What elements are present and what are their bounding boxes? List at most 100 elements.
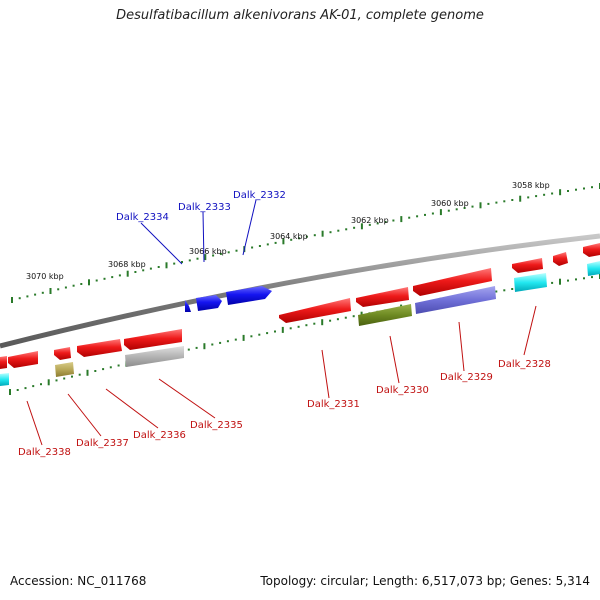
feature-khaki[interactable] <box>55 362 74 377</box>
minor-tick <box>329 319 332 322</box>
outer-tick-track <box>11 183 600 303</box>
minor-tick <box>250 335 253 338</box>
feature-gray[interactable] <box>125 346 184 367</box>
major-tick <box>321 319 324 326</box>
tick-labels: 3070 kbp 3068 kbp 3066 kbp 3064 kbp 3062… <box>26 181 550 281</box>
minor-tick <box>336 318 339 321</box>
gene-label[interactable]: Dalk_2331 <box>307 399 360 410</box>
major-tick <box>439 209 442 216</box>
minor-tick <box>219 252 222 255</box>
major-tick <box>242 334 245 341</box>
minor-tick <box>297 325 300 328</box>
gene-dalk-2329[interactable] <box>413 268 492 296</box>
gene-labels: Dalk_2334 Dalk_2333 Dalk_2332 Dalk_2331 … <box>18 190 551 458</box>
minor-tick <box>583 277 585 280</box>
minor-tick <box>447 209 450 212</box>
feature-cyan[interactable] <box>514 273 547 292</box>
tick-label: 3064 kbp <box>270 232 308 241</box>
minor-tick <box>18 297 21 300</box>
gene-label[interactable]: Dalk_2333 <box>178 202 231 213</box>
minor-tick <box>591 276 593 279</box>
tick-label: 3060 kbp <box>431 199 469 208</box>
minor-tick <box>567 190 569 192</box>
minor-tick <box>384 221 387 223</box>
minor-tick <box>313 322 316 325</box>
minor-tick <box>424 213 426 216</box>
gene-label[interactable]: Dalk_2330 <box>376 385 429 396</box>
minor-tick <box>211 343 214 346</box>
minor-tick <box>266 243 269 246</box>
major-tick <box>321 230 324 237</box>
minor-tick <box>117 364 120 367</box>
gene-label[interactable]: Dalk_2335 <box>190 420 243 431</box>
major-tick <box>479 202 482 209</box>
minor-tick <box>102 368 105 371</box>
minor-tick <box>188 259 191 262</box>
minor-tick <box>63 377 66 380</box>
minor-tick <box>551 192 554 195</box>
minor-tick <box>34 293 37 296</box>
minor-tick <box>416 215 419 218</box>
gene-label[interactable]: Dalk_2338 <box>18 447 71 458</box>
gene-label[interactable]: Dalk_2337 <box>76 438 129 449</box>
gene-label[interactable]: Dalk_2328 <box>498 359 551 370</box>
minor-tick <box>575 188 577 191</box>
major-tick <box>519 195 522 202</box>
major-tick <box>47 379 50 386</box>
gene-dalk-2328[interactable] <box>512 258 543 273</box>
minor-tick <box>72 284 75 287</box>
gene-label[interactable]: Dalk_2336 <box>133 430 186 441</box>
major-tick <box>165 262 168 269</box>
minor-tick <box>376 222 379 225</box>
minor-tick <box>298 237 301 240</box>
minor-tick <box>187 348 190 351</box>
minor-tick <box>181 261 183 263</box>
minor-tick <box>487 202 490 205</box>
gene-red[interactable] <box>8 351 38 368</box>
gene-dalk-2334[interactable] <box>185 300 191 312</box>
minor-tick <box>41 291 44 294</box>
minor-tick <box>134 271 137 273</box>
gene-dalk-2330[interactable] <box>356 287 409 307</box>
minor-tick <box>337 229 340 232</box>
feature-cyan[interactable] <box>587 261 600 276</box>
major-tick <box>49 288 52 294</box>
feature-purple[interactable] <box>415 286 496 314</box>
gene-red[interactable] <box>553 252 568 266</box>
gene-label[interactable]: Dalk_2329 <box>440 372 493 383</box>
minor-tick <box>26 295 29 298</box>
minor-tick <box>142 269 145 272</box>
minor-tick <box>495 201 498 204</box>
gene-dalk-2336[interactable] <box>124 329 182 350</box>
plus-strand-genes <box>185 286 272 312</box>
minor-tick <box>78 373 81 376</box>
minor-tick <box>511 288 514 290</box>
gene-red[interactable] <box>54 347 71 360</box>
minor-tick <box>345 228 348 231</box>
gene-red[interactable] <box>77 339 122 357</box>
minor-tick <box>344 316 347 319</box>
feature-cyan[interactable] <box>0 373 9 386</box>
minor-tick <box>471 205 474 208</box>
gene-dalk-2331[interactable] <box>279 298 351 323</box>
genome-backbone <box>0 233 600 349</box>
feature-olive[interactable] <box>358 304 412 326</box>
minor-tick <box>503 289 506 292</box>
minor-tick <box>24 387 27 390</box>
minor-tick <box>227 251 230 254</box>
minor-tick <box>32 385 35 388</box>
gene-dalk-2332[interactable] <box>226 286 272 305</box>
gene-label[interactable]: Dalk_2332 <box>233 190 286 201</box>
gene-dalk-2333[interactable] <box>196 295 222 311</box>
minor-tick <box>235 249 238 252</box>
minor-tick <box>219 341 222 344</box>
tick-label: 3058 kbp <box>512 181 550 190</box>
gene-red[interactable] <box>0 356 7 369</box>
major-tick <box>281 326 284 333</box>
major-tick <box>88 279 90 286</box>
minor-tick <box>290 238 293 241</box>
minor-tick <box>71 375 73 378</box>
gene-label[interactable]: Dalk_2334 <box>116 212 169 223</box>
minor-tick <box>274 330 276 333</box>
gene-red[interactable] <box>583 243 600 257</box>
